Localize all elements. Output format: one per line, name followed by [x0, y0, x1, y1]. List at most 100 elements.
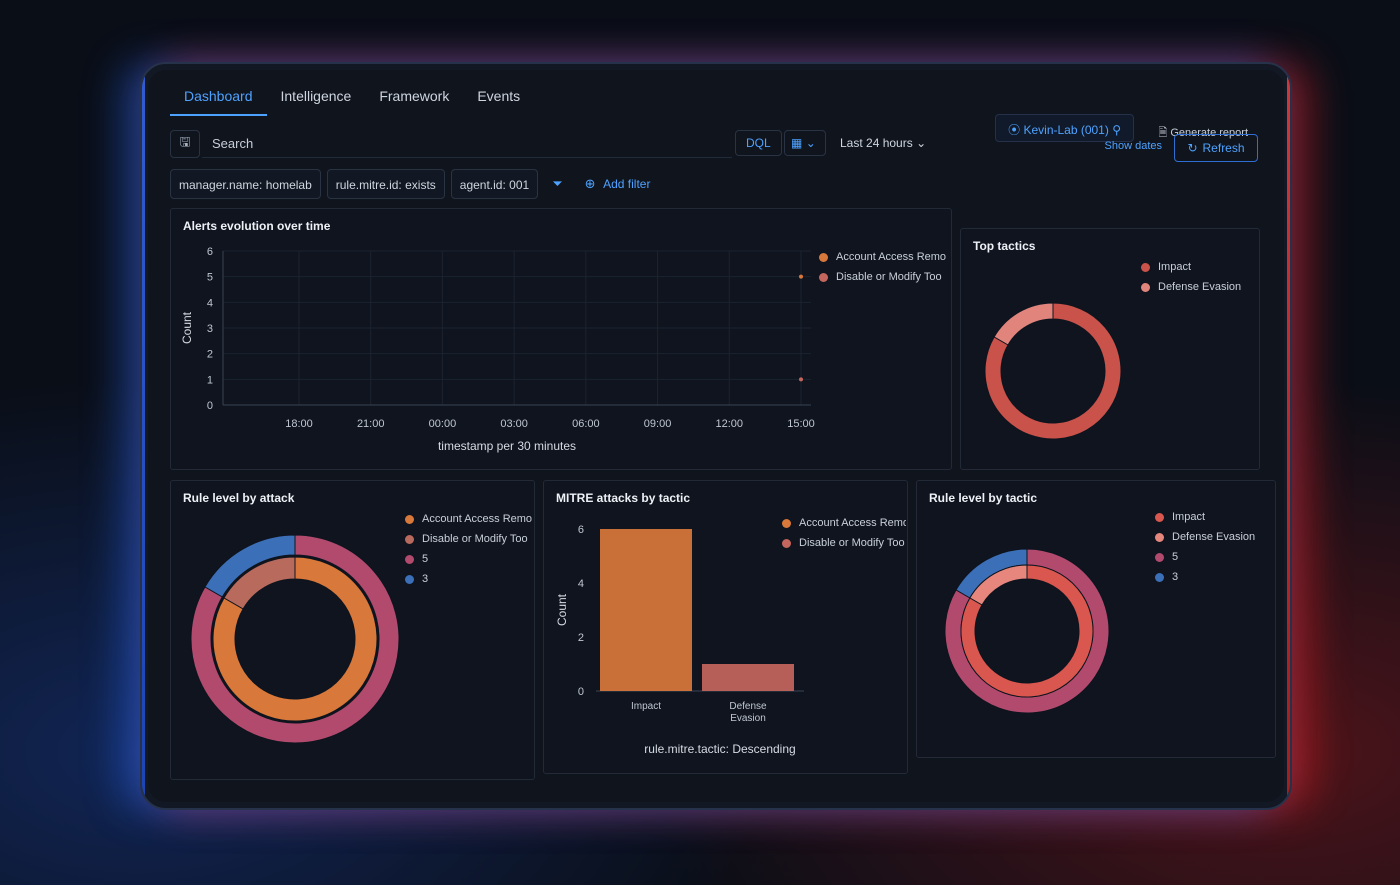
add-filter-label: Add filter — [603, 177, 651, 191]
y-tick-label: 4 — [207, 297, 213, 309]
mitre-attacks-panel: MITRE attacks by tactic 0 2 4 6 Impact Defens… — [543, 480, 908, 774]
tab-dashboard[interactable]: Dashboard — [170, 82, 267, 116]
legend-label: 5 — [1172, 551, 1179, 563]
y-axis-label: Count — [555, 593, 569, 626]
y-tick-label: 4 — [578, 578, 584, 590]
app-window: Dashboard Intelligence Framework Events … — [140, 62, 1292, 810]
agent-label: Kevin-Lab (001) — [1023, 123, 1109, 137]
legend-item[interactable]: Disable or Modify Too — [819, 271, 949, 283]
legend-item[interactable]: 5 — [405, 553, 533, 565]
tab-intelligence[interactable]: Intelligence — [280, 88, 352, 104]
donut-slice — [190, 534, 400, 744]
alerts-legend: Account Access Remo Disable or Modify To… — [819, 251, 949, 291]
donut-slice — [993, 302, 1054, 346]
date-picker-button[interactable]: ▦ ⌄ — [784, 130, 826, 156]
legend-item[interactable]: Account Access Remo — [819, 251, 949, 263]
legend-dot — [819, 272, 828, 282]
y-tick-label: 2 — [207, 349, 213, 361]
y-tick-label: 6 — [207, 246, 213, 258]
refresh-icon: ↻ — [1187, 141, 1198, 155]
legend-item[interactable]: Defense Evasion — [1141, 281, 1259, 293]
legend-item[interactable]: Account Access Remo — [405, 513, 533, 525]
rule-level-tactic-title: Rule level by tactic — [929, 491, 1038, 505]
legend-item[interactable]: Disable or Modify Too — [782, 537, 906, 549]
search-input[interactable]: Search — [202, 130, 732, 158]
x-tick-label: Defense — [729, 701, 767, 712]
data-point — [799, 377, 803, 382]
y-tick-label: 2 — [578, 632, 584, 644]
add-filter-button[interactable]: ⊕ Add filter — [577, 176, 659, 192]
dql-toggle-button[interactable]: DQL — [735, 130, 782, 156]
legend-dot — [405, 574, 414, 584]
filter-bar: manager.name: homelab rule.mitre.id: exi… — [170, 168, 658, 200]
legend-label: Defense Evasion — [1172, 531, 1256, 543]
legend-item[interactable]: 3 — [405, 573, 533, 585]
legend-dot — [782, 518, 791, 528]
legend-label: Impact — [1172, 511, 1206, 523]
x-tick-label: 03:00 — [500, 418, 528, 430]
alerts-line-chart: 0 1 2 3 4 5 6 18:00 21:00 00:00 03:00 06:00 09:00 12:… — [180, 246, 815, 453]
filter-pill[interactable]: agent.id: 001 — [450, 169, 539, 199]
filter-icon[interactable]: ⏷ — [552, 176, 563, 191]
legend-item[interactable]: Disable or Modify Too — [405, 533, 533, 545]
alerts-title: Alerts evolution over time — [183, 219, 331, 233]
legend-dot — [1141, 282, 1150, 292]
x-axis-label: timestamp per 30 minutes — [438, 439, 576, 453]
donut-slice — [960, 564, 1094, 698]
legend-item[interactable]: Account Access Remo — [782, 517, 906, 529]
top-tactics-title: Top tactics — [973, 239, 1036, 253]
legend-dot — [1155, 552, 1164, 562]
legend-label: Defense Evasion — [1158, 281, 1242, 293]
legend-item[interactable]: 5 — [1155, 551, 1273, 563]
refresh-button[interactable]: ↻ Refresh — [1174, 134, 1258, 162]
chevron-down-icon: ⌄ — [916, 136, 927, 150]
agent-selector[interactable]: ⦿ Kevin-Lab (001) ⚲ — [995, 114, 1134, 142]
y-tick-label: 0 — [207, 400, 213, 412]
antenna-icon: ⦿ — [1008, 123, 1024, 137]
filter-pill[interactable]: manager.name: homelab — [170, 169, 321, 199]
filter-pill[interactable]: rule.mitre.id: exists — [326, 169, 445, 199]
tab-framework[interactable]: Framework — [379, 88, 450, 104]
mitre-attacks-title: MITRE attacks by tactic — [556, 491, 691, 505]
generate-report-button[interactable]: 🗎 Generate report — [1152, 120, 1254, 147]
generate-report-label: Generate report — [1170, 127, 1248, 139]
legend-item[interactable]: Impact — [1155, 511, 1273, 523]
show-dates-link[interactable]: Show dates — [1104, 140, 1162, 152]
legend-dot — [405, 554, 414, 564]
refresh-label: Refresh — [1202, 141, 1245, 155]
data-point — [799, 274, 803, 279]
rule-level-attack-title: Rule level by attack — [183, 491, 295, 505]
document-icon: 🗎 — [1158, 127, 1171, 139]
legend-label: Account Access Remo — [799, 517, 906, 529]
alerts-panel: Alerts evolution over time 0 1 2 3 4 5 6 18:00 2… — [170, 208, 952, 470]
legend-item[interactable]: 3 — [1155, 571, 1273, 583]
legend-label: Impact — [1158, 261, 1192, 273]
legend-label: 5 — [422, 553, 429, 565]
bar — [600, 529, 692, 691]
x-tick-label: 21:00 — [357, 418, 385, 430]
legend-dot — [405, 514, 414, 524]
legend-label: 3 — [422, 573, 429, 585]
legend-dot — [1141, 262, 1150, 272]
x-tick-label: 15:00 — [787, 418, 815, 430]
saved-queries-button[interactable]: 🖫 — [170, 130, 200, 158]
legend-item[interactable]: Defense Evasion — [1155, 531, 1273, 543]
x-tick-label: 09:00 — [644, 418, 672, 430]
x-tick-label: 18:00 — [285, 418, 313, 430]
legend-dot — [782, 538, 791, 548]
x-tick-label: Evasion — [730, 713, 766, 724]
legend-label: 3 — [1172, 571, 1179, 583]
y-tick-label: 0 — [578, 686, 584, 698]
legend-dot — [1155, 572, 1164, 582]
main-tabs: Dashboard Intelligence Framework Events — [170, 82, 534, 116]
rule-level-attack-panel: Rule level by attack Account Access Remo… — [170, 480, 535, 780]
pin-icon: ⚲ — [1112, 123, 1121, 137]
y-tick-label: 6 — [578, 524, 584, 536]
top-tactics-donut — [984, 302, 1122, 440]
tab-events[interactable]: Events — [477, 88, 521, 104]
legend-label: Disable or Modify Too — [799, 537, 905, 549]
time-range-select[interactable]: Last 24 hours ⌄ — [832, 130, 934, 156]
x-tick-label: Impact — [631, 701, 661, 712]
legend-item[interactable]: Impact — [1141, 261, 1259, 273]
